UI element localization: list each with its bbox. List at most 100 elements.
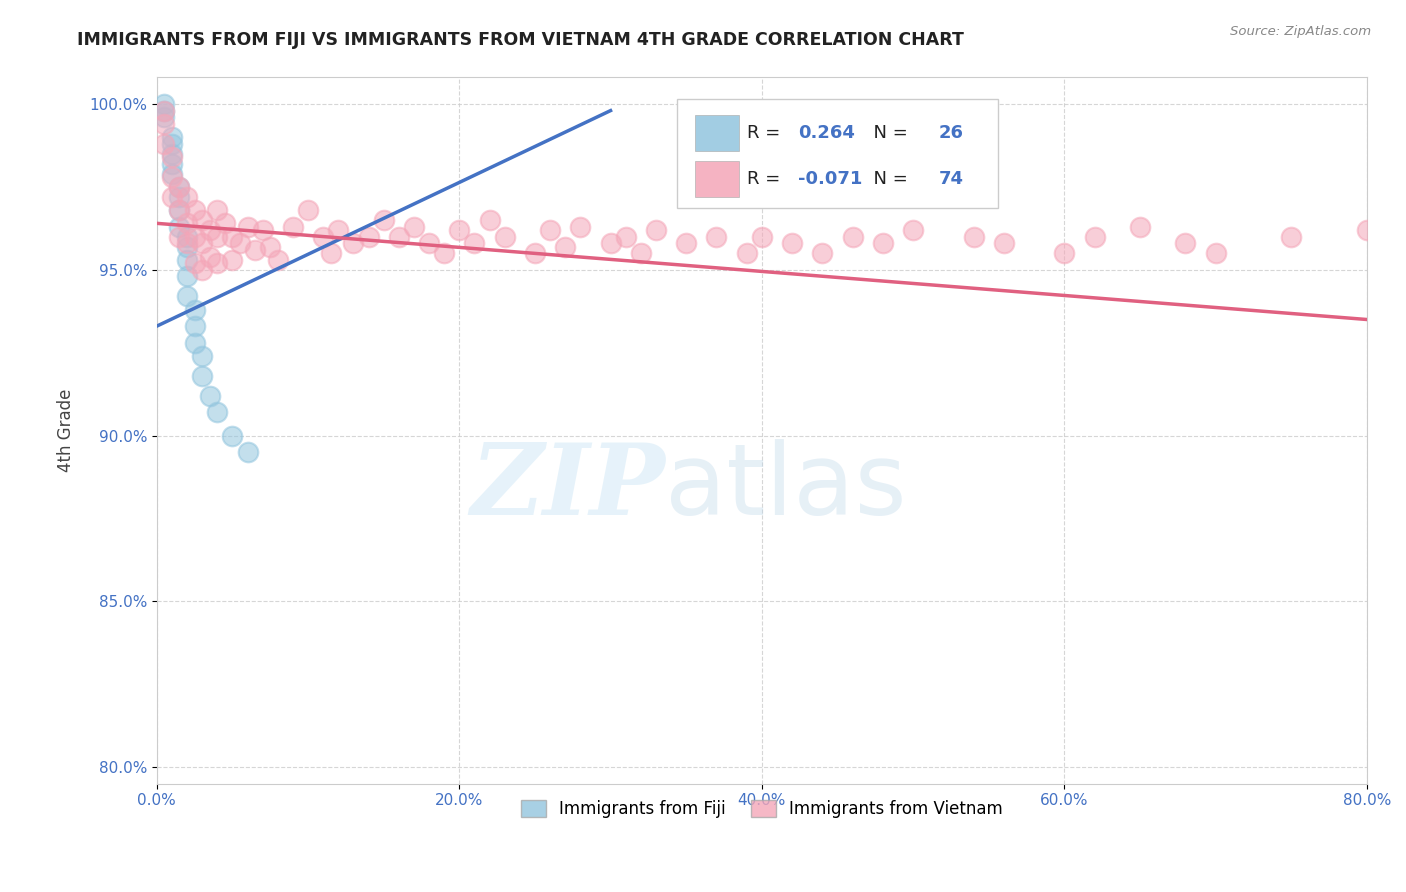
Point	[169, 179, 191, 194]
Point	[538, 223, 561, 237]
Point	[183, 335, 205, 350]
Point	[614, 229, 637, 244]
Point	[811, 246, 834, 260]
Point	[1129, 219, 1152, 234]
Point	[243, 243, 266, 257]
Point	[160, 167, 183, 181]
Text: R =: R =	[747, 170, 786, 188]
Point	[191, 349, 214, 363]
Point	[221, 229, 243, 244]
Y-axis label: 4th Grade: 4th Grade	[58, 389, 75, 472]
Point	[169, 190, 191, 204]
Point	[1355, 223, 1378, 237]
Point	[176, 216, 198, 230]
Point	[176, 289, 198, 303]
Text: R =: R =	[747, 124, 786, 142]
Text: 26: 26	[938, 124, 963, 142]
Text: 0.264: 0.264	[799, 124, 855, 142]
Point	[198, 389, 221, 403]
Point	[735, 246, 758, 260]
Point	[153, 110, 176, 124]
Point	[160, 130, 183, 145]
Point	[236, 445, 259, 459]
Point	[207, 405, 229, 419]
Point	[418, 236, 440, 251]
Text: atlas: atlas	[665, 439, 907, 535]
Point	[229, 236, 252, 251]
Point	[160, 190, 183, 204]
Point	[780, 236, 803, 251]
FancyBboxPatch shape	[678, 99, 998, 208]
Point	[176, 236, 198, 251]
Point	[319, 246, 342, 260]
FancyBboxPatch shape	[695, 161, 738, 197]
Point	[176, 190, 198, 204]
Legend: Immigrants from Fiji, Immigrants from Vietnam: Immigrants from Fiji, Immigrants from Vi…	[515, 793, 1010, 825]
Point	[176, 269, 198, 284]
Point	[160, 136, 183, 151]
Point	[630, 246, 652, 260]
Point	[1205, 246, 1227, 260]
Point	[153, 103, 176, 118]
Point	[191, 368, 214, 383]
Point	[169, 179, 191, 194]
Point	[221, 252, 243, 267]
Text: N =: N =	[862, 124, 914, 142]
Point	[751, 229, 773, 244]
Point	[706, 229, 728, 244]
Point	[198, 223, 221, 237]
Point	[675, 236, 697, 251]
Point	[328, 223, 350, 237]
Point	[449, 223, 471, 237]
Text: 74: 74	[938, 170, 963, 188]
Point	[554, 239, 576, 253]
Point	[1053, 246, 1076, 260]
Point	[169, 219, 191, 234]
Point	[153, 117, 176, 131]
Point	[207, 229, 229, 244]
Point	[153, 97, 176, 112]
Point	[160, 146, 183, 161]
Text: N =: N =	[862, 170, 914, 188]
FancyBboxPatch shape	[695, 114, 738, 152]
Point	[153, 103, 176, 118]
Text: -0.071: -0.071	[799, 170, 862, 188]
Point	[402, 219, 425, 234]
Point	[872, 236, 894, 251]
Text: ZIP: ZIP	[470, 439, 665, 535]
Point	[207, 256, 229, 270]
Point	[176, 229, 198, 244]
Text: Source: ZipAtlas.com: Source: ZipAtlas.com	[1230, 25, 1371, 38]
Point	[901, 223, 924, 237]
Point	[993, 236, 1015, 251]
Text: IMMIGRANTS FROM FIJI VS IMMIGRANTS FROM VIETNAM 4TH GRADE CORRELATION CHART: IMMIGRANTS FROM FIJI VS IMMIGRANTS FROM …	[77, 31, 965, 49]
Point	[221, 428, 243, 442]
Point	[191, 262, 214, 277]
Point	[153, 136, 176, 151]
Point	[357, 229, 380, 244]
Point	[207, 203, 229, 218]
Point	[183, 229, 205, 244]
Point	[183, 302, 205, 317]
Point	[183, 203, 205, 218]
Point	[176, 252, 198, 267]
Point	[176, 239, 198, 253]
Point	[478, 213, 501, 227]
Point	[1174, 236, 1197, 251]
Point	[599, 236, 621, 251]
Point	[259, 239, 281, 253]
Point	[160, 156, 183, 170]
Point	[494, 229, 516, 244]
Point	[191, 236, 214, 251]
Point	[342, 236, 364, 251]
Point	[569, 219, 592, 234]
Point	[962, 229, 984, 244]
Point	[1279, 229, 1302, 244]
Point	[841, 229, 863, 244]
Point	[312, 229, 335, 244]
Point	[236, 219, 259, 234]
Point	[297, 203, 319, 218]
Point	[198, 250, 221, 264]
Point	[160, 169, 183, 184]
Point	[169, 229, 191, 244]
